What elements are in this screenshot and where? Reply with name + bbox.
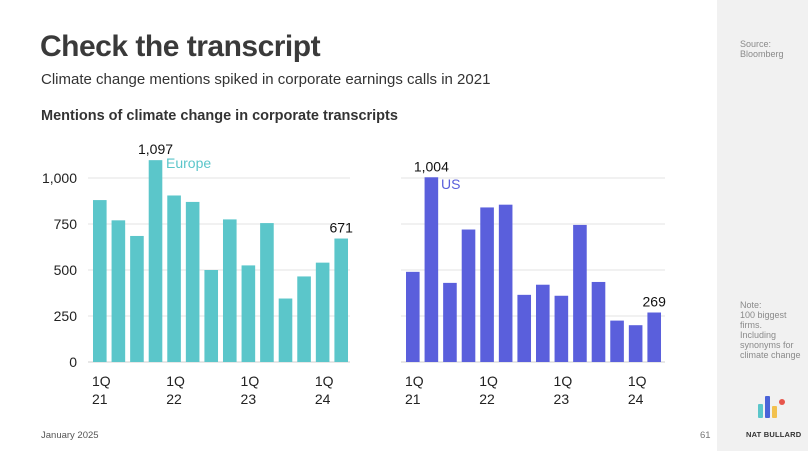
bar	[297, 276, 311, 362]
series-label: Europe	[166, 155, 211, 171]
x-tick-label: 21	[92, 391, 108, 407]
x-tick-label: 1Q	[166, 373, 185, 389]
page-number: 61	[700, 430, 711, 441]
chart-heading: Mentions of climate change in corporate …	[41, 108, 398, 124]
source-note: Source: Bloomberg	[740, 39, 784, 59]
x-tick-label: 22	[166, 391, 182, 407]
bar	[647, 312, 662, 362]
data-label: 269	[643, 294, 667, 310]
footnote: Note: 100 biggest firms. Including synon…	[740, 300, 801, 360]
bar	[573, 224, 587, 362]
note-line: 100 biggest	[740, 310, 787, 320]
bar	[610, 320, 624, 362]
bar	[424, 177, 439, 362]
bar	[278, 298, 293, 362]
bar	[130, 235, 144, 362]
bar-charts: 0 250 500 750 1,000 1,097 671 Europe 1Q 21 1Q 22 1Q 2…	[42, 141, 667, 407]
bar	[260, 223, 274, 362]
note-line: Note:	[740, 300, 762, 310]
bar	[461, 229, 476, 362]
data-label: 671	[330, 220, 354, 236]
brand-logo-icon	[758, 396, 785, 418]
bar	[591, 281, 606, 362]
brand-name: NAT BULLARD	[746, 430, 802, 439]
bar	[204, 270, 219, 362]
x-tick-label: 1Q	[628, 373, 647, 389]
x-tick-label: 24	[315, 391, 331, 407]
x-tick-label: 1Q	[241, 373, 260, 389]
data-label: 1,004	[414, 158, 449, 174]
note-line: Including	[740, 330, 777, 340]
note-line: climate change	[740, 350, 801, 360]
y-tick-label: 0	[69, 354, 77, 370]
x-tick-label: 23	[241, 391, 257, 407]
bar	[241, 265, 256, 362]
note-line: synonyms for	[740, 340, 794, 350]
data-label: 1,097	[138, 141, 173, 157]
sidebar-panel	[717, 0, 808, 451]
x-tick-label: 1Q	[315, 373, 334, 389]
bar	[93, 200, 107, 362]
y-tick-label: 500	[54, 262, 78, 278]
x-tick-label: 1Q	[92, 373, 111, 389]
bar	[498, 204, 513, 362]
x-tick-label: 22	[479, 391, 495, 407]
y-tick-label: 750	[54, 216, 78, 232]
bar	[167, 195, 181, 362]
source-name: Bloomberg	[740, 49, 784, 59]
series-label: US	[441, 176, 460, 192]
bar	[185, 201, 200, 362]
bar	[222, 219, 237, 362]
y-tick-label: 250	[54, 308, 78, 324]
page-title: Check the transcript	[40, 30, 321, 63]
bar	[111, 220, 126, 362]
x-tick-label: 1Q	[554, 373, 573, 389]
page-subtitle: Climate change mentions spiked in corpor…	[41, 71, 491, 88]
bar	[315, 262, 330, 362]
x-tick-label: 1Q	[405, 373, 424, 389]
x-tick-label: 23	[554, 391, 570, 407]
x-tick-label: 24	[628, 391, 644, 407]
bar	[554, 295, 569, 362]
source-label: Source:	[740, 39, 772, 49]
y-tick-label: 1,000	[42, 170, 77, 186]
bar	[334, 238, 349, 362]
x-tick-label: 1Q	[479, 373, 498, 389]
bar	[480, 207, 494, 362]
note-line: firms.	[740, 320, 762, 330]
bar	[517, 294, 532, 362]
bar	[443, 282, 457, 362]
bar	[406, 271, 420, 362]
bar	[628, 325, 643, 362]
footer-date: January 2025	[41, 430, 99, 441]
bar	[535, 284, 550, 362]
x-tick-label: 21	[405, 391, 421, 407]
bar	[148, 160, 163, 362]
